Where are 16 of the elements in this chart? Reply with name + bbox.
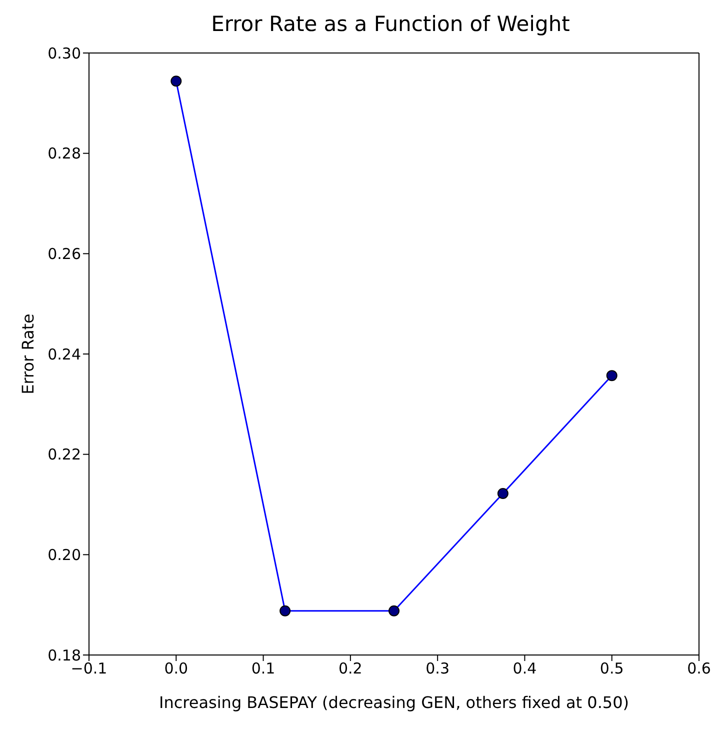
y-axis-title: Error Rate <box>18 314 38 394</box>
x-tick-label: 0.4 <box>512 660 537 678</box>
y-tick-label: 0.22 <box>48 446 81 464</box>
x-axis-title: Increasing BASEPAY (decreasing GEN, others fixed at 0.50) <box>158 693 630 712</box>
x-tick-label: 0.2 <box>338 660 362 678</box>
y-tick-label: 0.26 <box>48 244 81 263</box>
x-tick-label: 0.3 <box>426 660 450 678</box>
x-tick-label: 0.1 <box>251 660 276 678</box>
chart-title: Error Rate as a Function of Weight <box>210 11 571 38</box>
x-tick-label: 0.0 <box>164 660 188 678</box>
y-tick-label: 0.28 <box>48 144 81 163</box>
y-tick-label: 0.20 <box>48 546 81 564</box>
x-tick-label: 0.6 <box>687 660 711 678</box>
x-tick-label: 0.5 <box>600 660 624 678</box>
y-tick-label: 0.30 <box>48 44 81 62</box>
y-tick-label: 0.24 <box>48 345 81 364</box>
